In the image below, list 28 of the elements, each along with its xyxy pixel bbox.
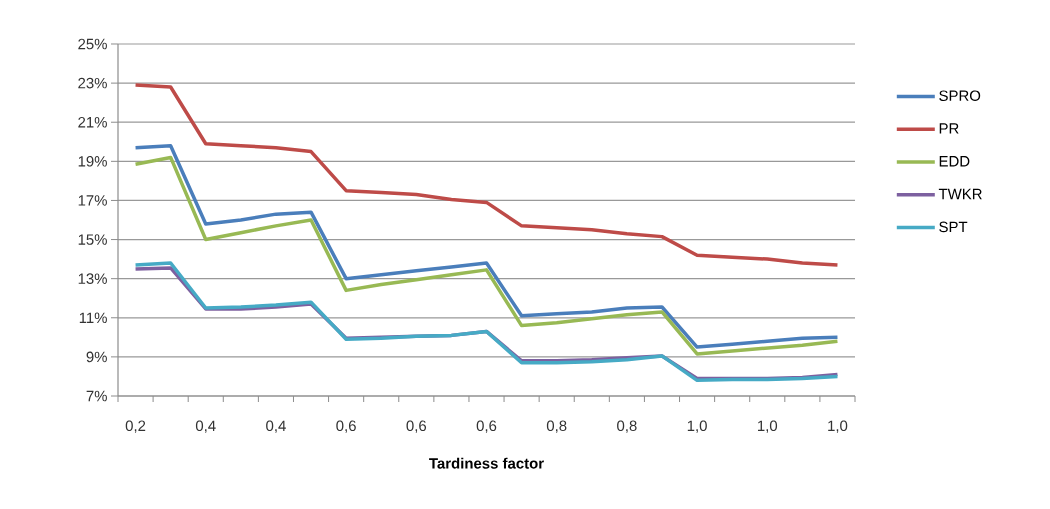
- x-tick-label: 0,6: [336, 420, 356, 433]
- x-tick-label: 1,0: [758, 420, 778, 433]
- y-tick-label: 25%: [78, 38, 107, 50]
- y-tick-label: 23%: [78, 77, 107, 89]
- y-tick-label: 21%: [78, 116, 107, 128]
- line-series: [133, 83, 840, 267]
- x-tick-label: 0,6: [406, 420, 427, 433]
- y-tick-label: 7%: [86, 390, 107, 402]
- legend-label: SPRO: [939, 90, 981, 101]
- x-tick-label: 1,0: [828, 420, 848, 433]
- x-tick-label: 0,8: [617, 420, 637, 433]
- y-tick-label: 11%: [79, 312, 107, 324]
- legend-label: SPT: [939, 221, 968, 233]
- x-tick-label: 0,4: [266, 420, 286, 433]
- x-tick-label: 0,6: [476, 420, 497, 433]
- x-tick-label: 0,4: [195, 420, 216, 433]
- legend-label: EDD: [939, 156, 970, 167]
- y-tick-label: 13%: [78, 273, 107, 284]
- legend-label: PR: [939, 123, 959, 134]
- y-tick-label: 15%: [78, 234, 107, 245]
- x-tick-label: 0,2: [125, 420, 146, 433]
- y-tick-label: 17%: [78, 195, 107, 206]
- x-tick-label: 0,8: [546, 420, 567, 433]
- legend-label: TWKR: [938, 188, 982, 200]
- x-tick-label: 1,0: [687, 420, 707, 433]
- y-tick-label: 19%: [78, 156, 107, 167]
- x-axis-title: Tardiness factor: [429, 457, 544, 469]
- y-tick-label: 9%: [86, 351, 107, 363]
